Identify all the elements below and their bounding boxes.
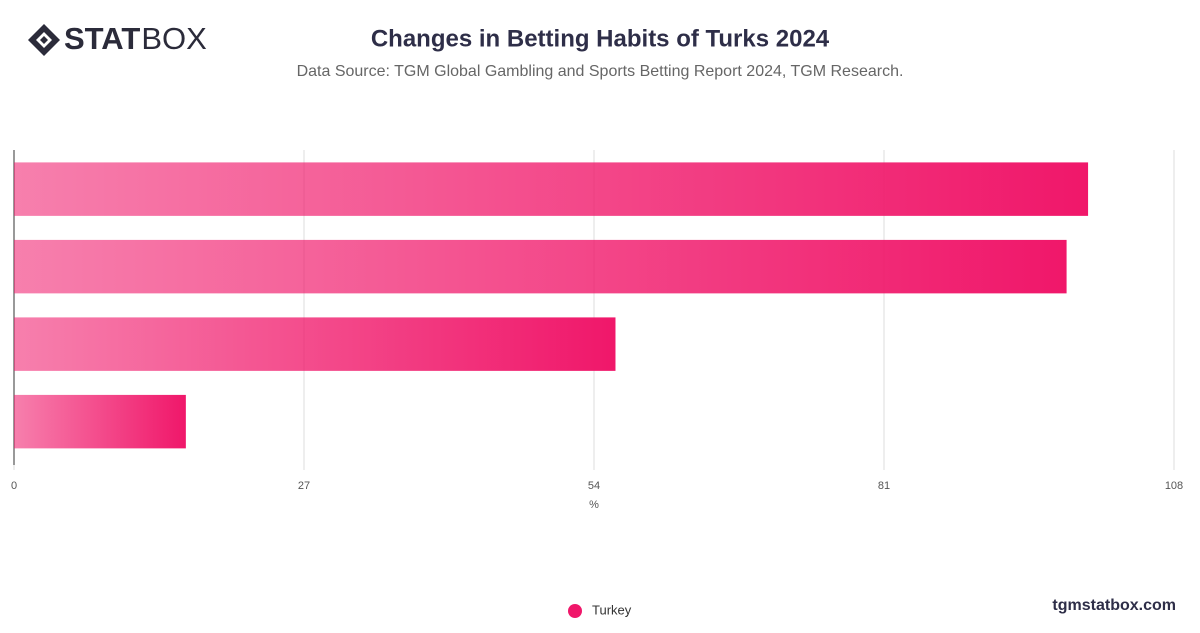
chart-subtitle: Data Source: TGM Global Gambling and Spo… — [297, 63, 904, 80]
x-tick-label: 54 — [588, 480, 600, 492]
bar — [14, 239, 1067, 294]
legend-swatch — [568, 604, 582, 618]
chart-title: Changes in Betting Habits of Turks 2024 — [371, 25, 830, 52]
footer: tgmstatbox.com — [1052, 597, 1176, 614]
x-axis-label: % — [589, 499, 599, 511]
bar — [14, 162, 1089, 216]
x-tick-label: 0 — [11, 480, 17, 492]
logo: STAT BOX — [28, 21, 207, 56]
x-tick-label: 27 — [298, 480, 310, 492]
logo-icon — [28, 24, 60, 56]
x-tick-label: 108 — [1165, 480, 1183, 492]
bar — [14, 317, 616, 371]
x-tick-label: 81 — [878, 480, 890, 492]
logo-light: BOX — [141, 21, 207, 56]
bar — [14, 394, 186, 449]
legend-label: Turkey — [592, 602, 632, 617]
logo-bold: STAT — [64, 21, 140, 56]
